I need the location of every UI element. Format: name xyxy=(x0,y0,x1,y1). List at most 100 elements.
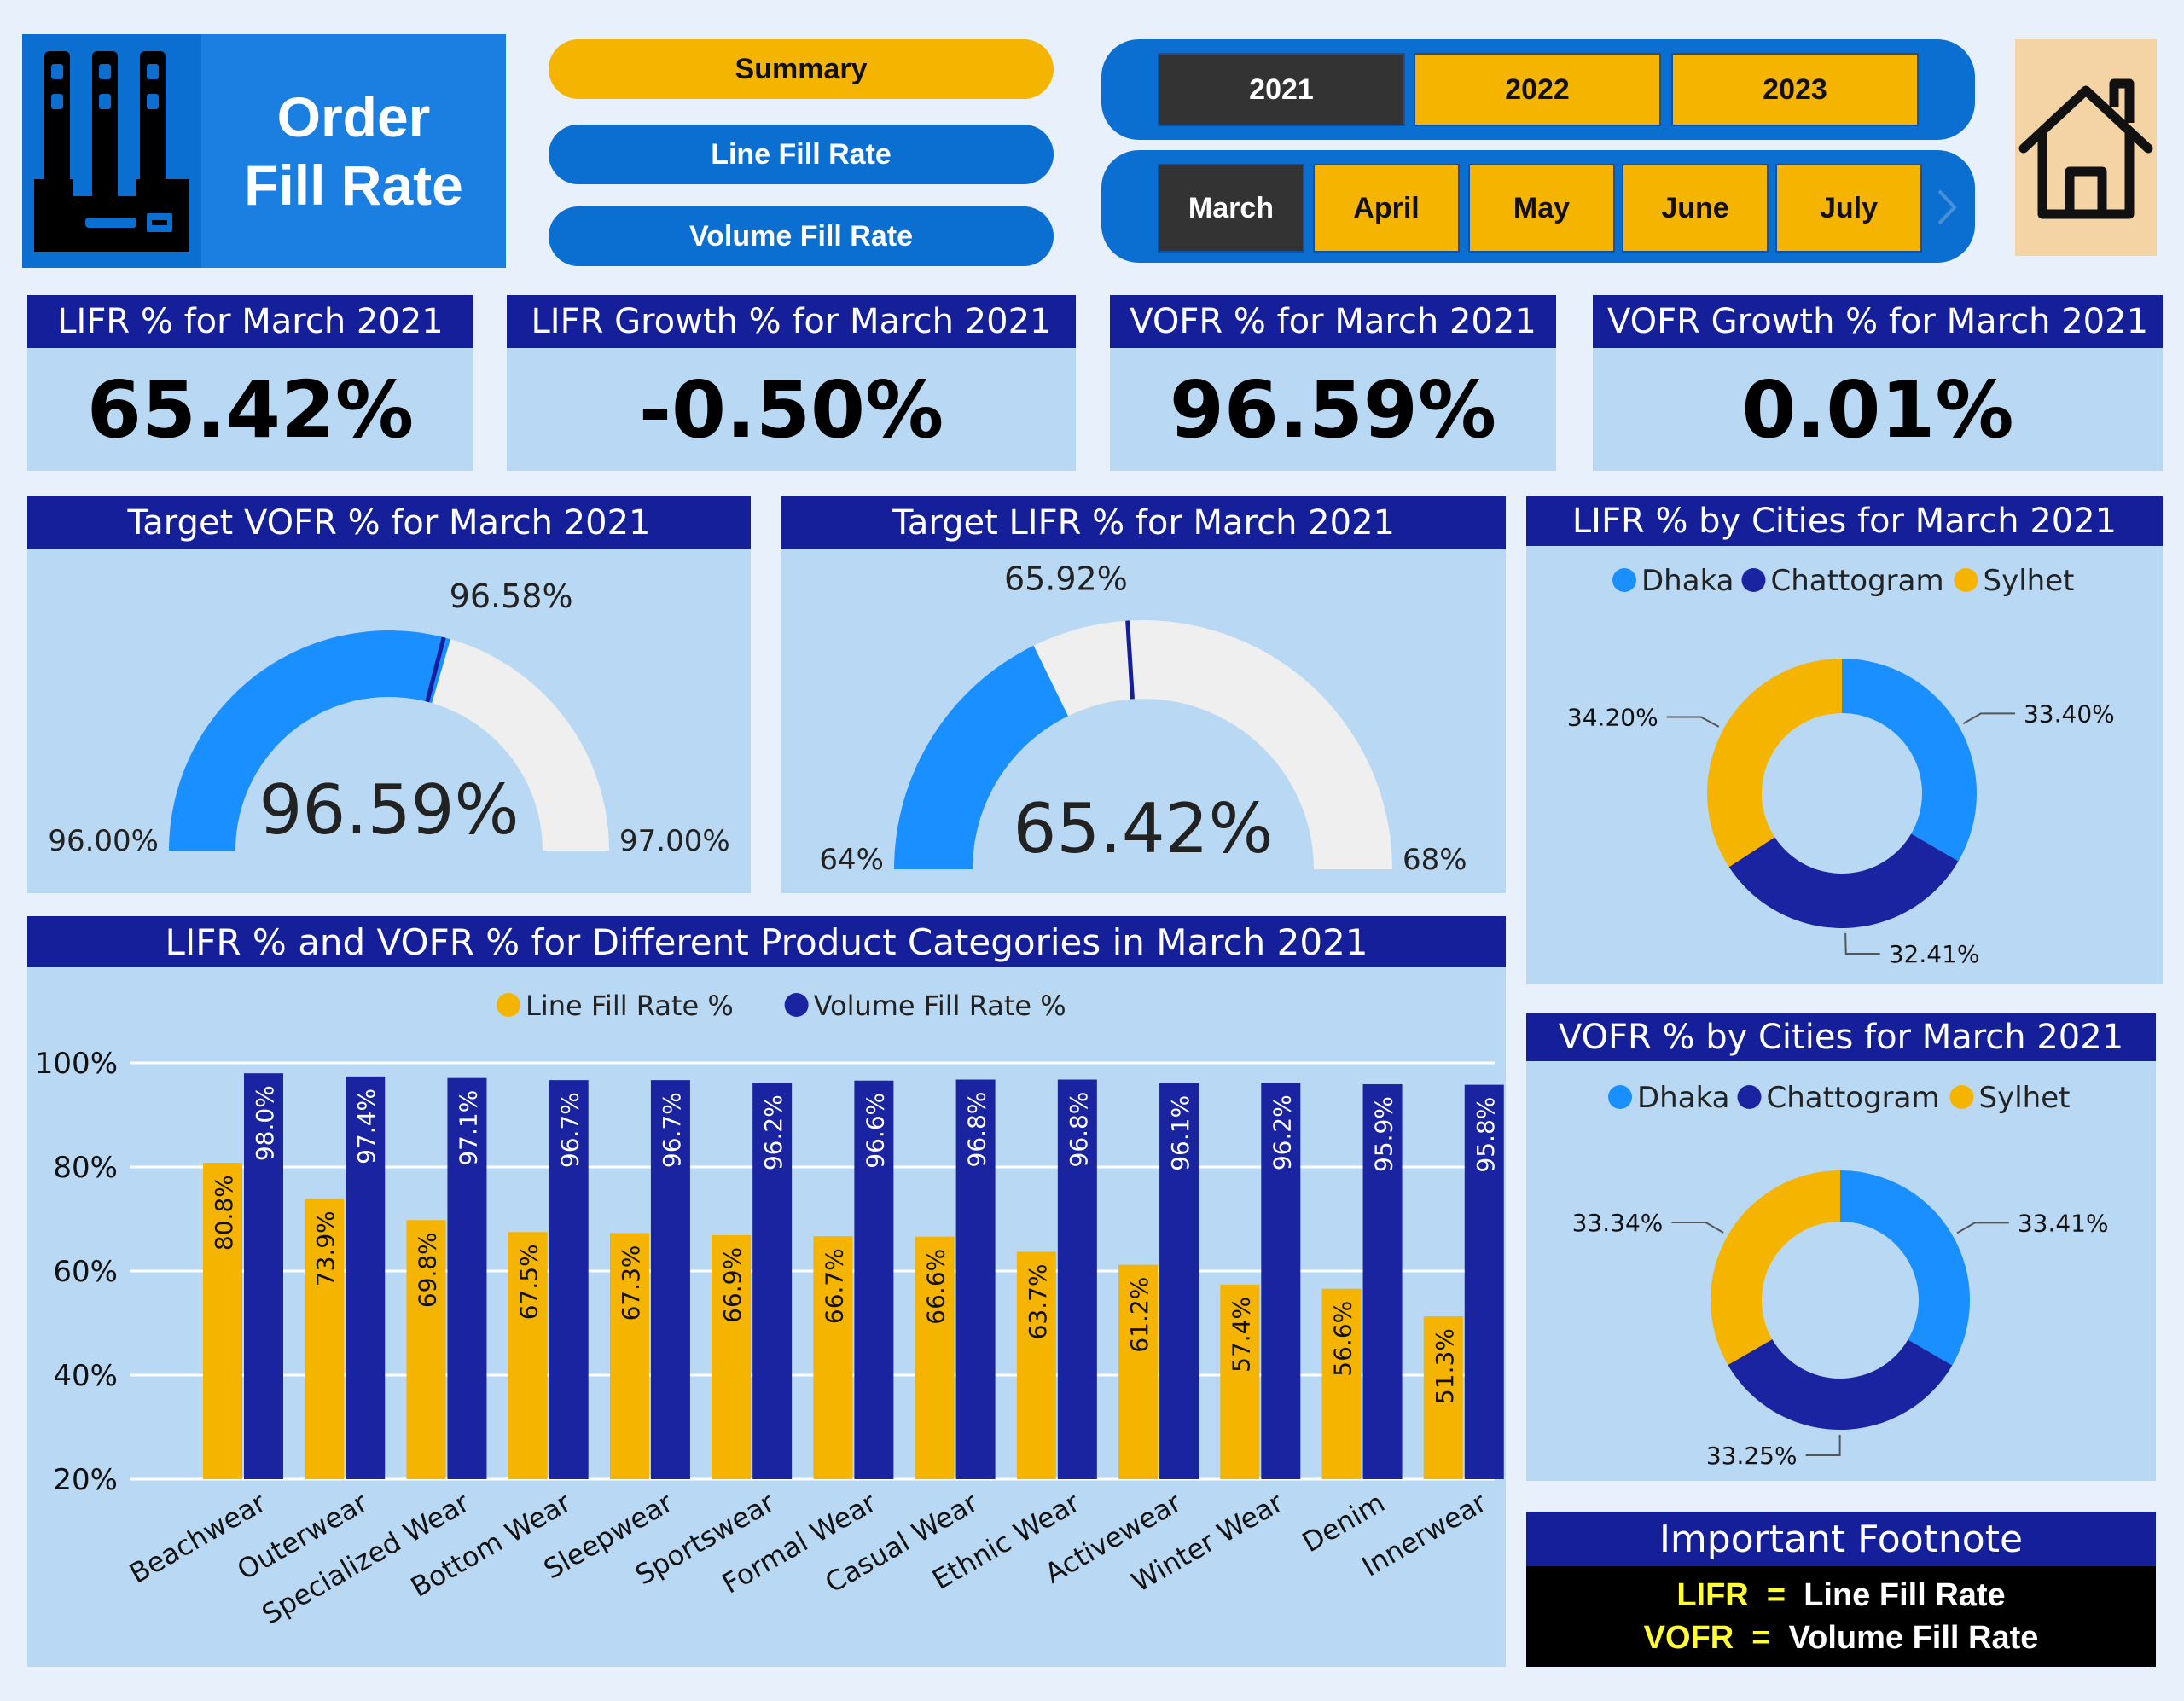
footnote-eq: = xyxy=(1751,1620,1771,1656)
bar-value-label: 66.7% xyxy=(820,1248,848,1324)
footnote-value: Line Fill Rate xyxy=(1804,1577,2006,1613)
year-2021-button[interactable]: 2021 xyxy=(1158,53,1405,126)
donut-slice xyxy=(1840,1170,1970,1366)
leader-line xyxy=(1844,932,1880,955)
bar-value-label: 61.2% xyxy=(1125,1277,1153,1353)
gauge-target-marker xyxy=(425,636,446,703)
bar-value-label: 96.8% xyxy=(963,1092,991,1168)
legend-marker xyxy=(1954,568,1978,592)
bar-value-label: 96.1% xyxy=(1166,1095,1194,1171)
gauge-value-label: 65.42% xyxy=(1013,789,1273,868)
page-title-line2: Fill Rate xyxy=(244,154,463,217)
slice-label: 32.41% xyxy=(1889,940,1980,968)
footnote-title: Important Footnote xyxy=(1526,1512,2156,1566)
home-button[interactable] xyxy=(2015,39,2157,256)
kpi-lifr-growth-value: -0.50% xyxy=(507,348,1076,471)
logo-banner: Order Fill Rate xyxy=(22,34,506,268)
legend-marker xyxy=(784,993,809,1017)
bar-value-label: 95.9% xyxy=(1370,1096,1398,1172)
bar xyxy=(1159,1083,1199,1479)
y-tick-label: 20% xyxy=(53,1463,118,1497)
slice-label: 34.20% xyxy=(1567,703,1658,731)
donut-slice xyxy=(1842,659,1977,862)
bar xyxy=(244,1073,283,1479)
gauge-target-marker xyxy=(1125,620,1135,700)
y-tick-label: 80% xyxy=(53,1151,118,1185)
bar xyxy=(549,1080,589,1479)
bar xyxy=(915,1236,955,1479)
y-tick-label: 40% xyxy=(53,1359,118,1393)
line-fill-rate-nav-button[interactable]: Line Fill Rate xyxy=(549,125,1054,184)
kpi-lifr-value: 65.42% xyxy=(27,348,473,471)
legend-label: Sylhet xyxy=(1979,1081,2071,1115)
kpi-card-vofr-growth: VOFR Growth % for March 2021 0.01% xyxy=(1593,295,2163,471)
legend-marker xyxy=(1608,1085,1632,1109)
bar xyxy=(1321,1288,1362,1479)
bar-value-label: 96.2% xyxy=(1268,1094,1296,1170)
donut-slice xyxy=(1728,1339,1953,1430)
footnote-body: LIFR = Line Fill Rate VOFR = Volume Fill… xyxy=(1526,1566,2156,1667)
gauge-min-label: 96.00% xyxy=(48,824,159,858)
footnote-line-lifr: LIFR = Line Fill Rate xyxy=(1676,1574,2005,1617)
bar xyxy=(406,1220,446,1479)
year-2023-button[interactable]: 2023 xyxy=(1671,53,1919,126)
legend-marker xyxy=(497,993,520,1017)
month-april-button[interactable]: April xyxy=(1313,164,1460,253)
month-may-button[interactable]: May xyxy=(1468,164,1615,253)
month-june-button[interactable]: June xyxy=(1622,164,1769,253)
legend-label: Chattogram xyxy=(1771,564,1944,598)
gauge-vofr-panel: Target VOFR % for March 2021 96.59% 96.0… xyxy=(27,496,751,893)
chevron-right-icon[interactable] xyxy=(1934,186,1960,229)
bar-chart-panel: LIFR % and VOFR % for Different Product … xyxy=(27,916,1506,1667)
bar xyxy=(203,1163,242,1479)
kpi-card-vofr: VOFR % for March 2021 96.59% xyxy=(1110,295,1556,471)
bar-value-label: 56.6% xyxy=(1329,1301,1357,1377)
footnote-line-vofr: VOFR = Volume Fill Rate xyxy=(1644,1617,2039,1659)
donut-slice xyxy=(1728,833,1959,928)
bar-value-label: 96.6% xyxy=(861,1093,889,1169)
month-march-button[interactable]: March xyxy=(1158,164,1304,253)
y-tick-label: 60% xyxy=(53,1255,118,1289)
bar-value-label: 96.7% xyxy=(556,1092,584,1168)
bar xyxy=(1220,1284,1260,1479)
legend-label: Sylhet xyxy=(1984,564,2075,598)
bar-value-label: 97.1% xyxy=(454,1090,482,1166)
bar xyxy=(1261,1083,1301,1479)
bar xyxy=(712,1234,752,1479)
legend-label: Chattogram xyxy=(1767,1081,1940,1115)
bar-value-label: 96.7% xyxy=(658,1092,686,1168)
kpi-vofr-label: VOFR % for March 2021 xyxy=(1110,295,1556,348)
kpi-vofr-growth-value: 0.01% xyxy=(1593,348,2163,471)
bar xyxy=(346,1076,386,1479)
kpi-card-lifr-growth: LIFR Growth % for March 2021 -0.50% xyxy=(507,295,1076,471)
bar-value-label: 57.4% xyxy=(1227,1297,1255,1373)
volume-fill-rate-nav-button[interactable]: Volume Fill Rate xyxy=(549,206,1054,266)
page-title: Order Fill Rate xyxy=(201,34,506,268)
leader-line xyxy=(1671,1222,1724,1234)
gauge-value-label: 96.59% xyxy=(258,770,519,850)
slice-label: 33.34% xyxy=(1572,1209,1664,1237)
year-2022-button[interactable]: 2022 xyxy=(1414,53,1661,126)
bar-value-label: 66.6% xyxy=(922,1249,950,1325)
kpi-lifr-label: LIFR % for March 2021 xyxy=(27,295,473,348)
bar-value-label: 95.8% xyxy=(1472,1097,1500,1173)
legend-marker xyxy=(1741,568,1766,592)
gauge-fill xyxy=(894,645,1069,869)
bar xyxy=(508,1232,548,1479)
footnote-value: Volume Fill Rate xyxy=(1788,1620,2039,1656)
bar-value-label: 80.8% xyxy=(210,1175,238,1251)
month-july-button[interactable]: July xyxy=(1775,164,1922,253)
summary-nav-button[interactable]: Summary xyxy=(549,39,1054,99)
bar xyxy=(956,1079,996,1479)
donut-slice xyxy=(1707,659,1842,868)
bar xyxy=(447,1077,487,1479)
bar xyxy=(1057,1079,1097,1479)
legend-label: Volume Fill Rate % xyxy=(814,990,1066,1022)
bar xyxy=(854,1080,894,1479)
bar-value-label: 73.9% xyxy=(311,1210,340,1286)
bar-value-label: 67.5% xyxy=(515,1244,543,1320)
bar-value-label: 96.8% xyxy=(1065,1092,1093,1168)
bar-chart-title: LIFR % and VOFR % for Different Product … xyxy=(27,916,1506,967)
footnote-key: LIFR xyxy=(1676,1577,1749,1613)
kpi-card-lifr: LIFR % for March 2021 65.42% xyxy=(27,295,473,471)
